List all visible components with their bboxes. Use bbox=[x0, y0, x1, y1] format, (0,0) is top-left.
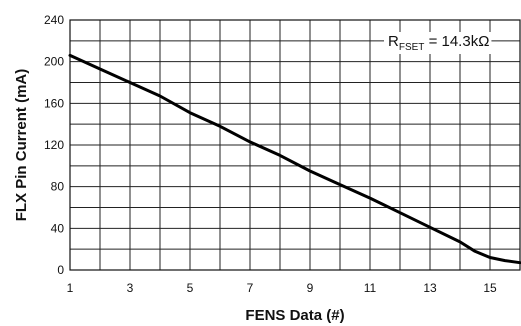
y-tick-label: 80 bbox=[51, 180, 65, 194]
x-tick-label: 7 bbox=[247, 281, 254, 295]
annotation-subscript: FSET bbox=[399, 42, 425, 53]
y-tick-label: 160 bbox=[44, 96, 64, 110]
y-tick-label: 0 bbox=[57, 263, 64, 277]
annotation-value: = 14.3kΩ bbox=[424, 33, 489, 50]
x-tick-label: 5 bbox=[187, 281, 194, 295]
x-tick-label: 3 bbox=[127, 281, 134, 295]
plot-frame bbox=[69, 19, 521, 271]
annotation-background bbox=[384, 32, 492, 54]
series-line bbox=[68, 53, 521, 265]
x-tick-label: 1 bbox=[67, 281, 74, 295]
x-tick-label: 13 bbox=[423, 281, 437, 295]
chart-grid bbox=[69, 19, 521, 271]
x-tick-label: 11 bbox=[364, 281, 377, 295]
y-tick-label: 40 bbox=[51, 221, 65, 235]
annotation-main: R bbox=[388, 33, 399, 50]
x-axis-title: FENS Data (#) bbox=[245, 307, 344, 324]
rfset-annotation: RFSET = 14.3kΩ bbox=[388, 33, 489, 53]
y-tick-label: 200 bbox=[44, 55, 64, 69]
x-tick-label: 15 bbox=[483, 281, 497, 295]
x-tick-label: 9 bbox=[307, 281, 314, 295]
y-tick-label: 240 bbox=[44, 13, 64, 27]
series-group bbox=[68, 53, 521, 265]
y-axis-title: FLX Pin Current (mA) bbox=[13, 69, 30, 222]
y-tick-label: 120 bbox=[44, 138, 64, 152]
